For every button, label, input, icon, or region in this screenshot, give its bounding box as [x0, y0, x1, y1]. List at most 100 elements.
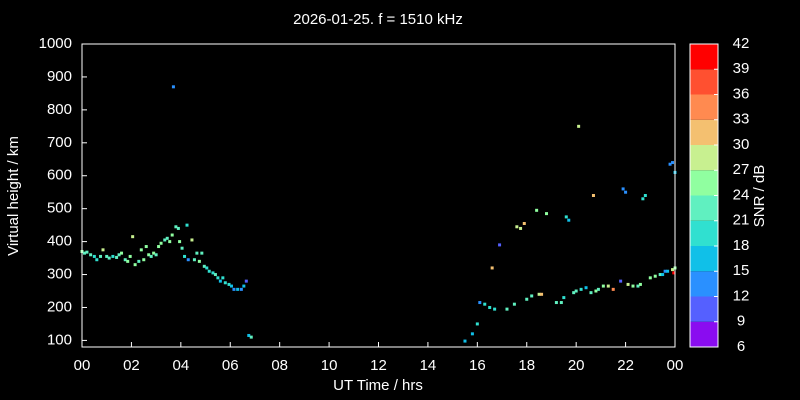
point	[174, 225, 178, 229]
point	[564, 215, 568, 219]
point	[488, 305, 492, 309]
point	[594, 289, 598, 293]
point	[126, 259, 130, 263]
point	[92, 254, 96, 258]
colorbar-band	[690, 145, 718, 171]
x-tick-label: 02	[123, 357, 140, 374]
y-tick-label: 800	[47, 101, 72, 118]
colorbar-band	[690, 271, 718, 297]
point	[159, 241, 163, 245]
point	[197, 259, 201, 263]
point	[611, 287, 615, 291]
point	[554, 301, 558, 305]
point	[672, 271, 676, 275]
colorbar-tick-label: 36	[733, 85, 750, 102]
point	[577, 124, 581, 128]
colorbar-tick-label: 24	[733, 186, 750, 203]
point	[101, 248, 105, 252]
point	[584, 286, 588, 290]
x-axis-label: UT Time / hrs	[333, 377, 423, 394]
colorbar-band	[690, 246, 718, 272]
point	[239, 287, 243, 291]
point	[671, 161, 675, 165]
point	[478, 301, 482, 305]
point	[180, 246, 184, 250]
point	[512, 302, 516, 306]
point	[123, 258, 127, 262]
point	[154, 253, 158, 257]
point	[195, 251, 199, 255]
point	[671, 268, 675, 272]
point	[648, 276, 652, 280]
y-tick-label: 400	[47, 233, 72, 250]
colorbar-band	[690, 321, 718, 347]
point	[223, 281, 227, 285]
colorbar-tick-label: 21	[733, 212, 750, 229]
point	[85, 250, 89, 254]
colorbar-band	[690, 94, 718, 120]
point	[638, 282, 642, 286]
point	[475, 322, 479, 326]
colorbar-tick-label: 27	[733, 161, 750, 178]
point	[621, 187, 625, 191]
point	[490, 266, 494, 270]
point	[515, 225, 519, 229]
point	[142, 258, 146, 262]
point	[619, 279, 623, 283]
point	[213, 273, 217, 277]
x-tick-label: 00	[74, 357, 91, 374]
point	[137, 259, 141, 263]
point	[559, 301, 563, 305]
point	[530, 294, 534, 298]
point	[483, 302, 487, 306]
point	[653, 274, 657, 278]
point	[227, 282, 231, 286]
colorbar-band	[690, 220, 718, 246]
point	[89, 253, 93, 257]
point	[207, 269, 211, 273]
y-tick-label: 600	[47, 167, 72, 184]
y-tick-label: 700	[47, 134, 72, 151]
point	[232, 287, 236, 291]
point	[498, 243, 502, 247]
colorbar-tick-label: 12	[733, 287, 750, 304]
point	[591, 194, 595, 197]
colorbar-tick-label: 18	[733, 237, 750, 254]
point	[157, 245, 161, 249]
x-tick-label: 00	[667, 357, 684, 374]
point	[624, 190, 628, 194]
point	[643, 194, 647, 197]
x-tick-label: 04	[172, 357, 189, 374]
x-tick-label: 16	[469, 357, 486, 374]
colorbar-band	[690, 195, 718, 221]
point	[463, 339, 467, 343]
point	[470, 332, 474, 336]
y-tick-label: 100	[47, 331, 72, 348]
point	[631, 284, 635, 288]
point	[537, 292, 541, 296]
point	[221, 276, 225, 280]
point	[190, 238, 194, 242]
point	[596, 287, 600, 291]
chart-title: 2026-01-25. f = 1510 kHz	[293, 11, 463, 28]
x-tick-label: 22	[617, 357, 634, 374]
x-tick-label: 18	[518, 357, 535, 374]
point	[152, 251, 156, 255]
point	[562, 296, 566, 300]
point	[185, 223, 189, 227]
colorbar-band	[690, 296, 718, 322]
point	[540, 292, 544, 296]
point	[641, 197, 645, 201]
point	[205, 266, 209, 270]
y-tick-label: 1000	[39, 35, 72, 52]
point	[165, 236, 169, 240]
colorbar-tick-label: 15	[733, 262, 750, 279]
x-tick-label: 10	[321, 357, 338, 374]
point	[95, 258, 99, 262]
colorbar-tick-label: 6	[737, 338, 745, 355]
colorbar-tick-label: 33	[733, 111, 750, 128]
point	[133, 263, 137, 267]
colorbar-tick-label: 9	[737, 313, 745, 330]
